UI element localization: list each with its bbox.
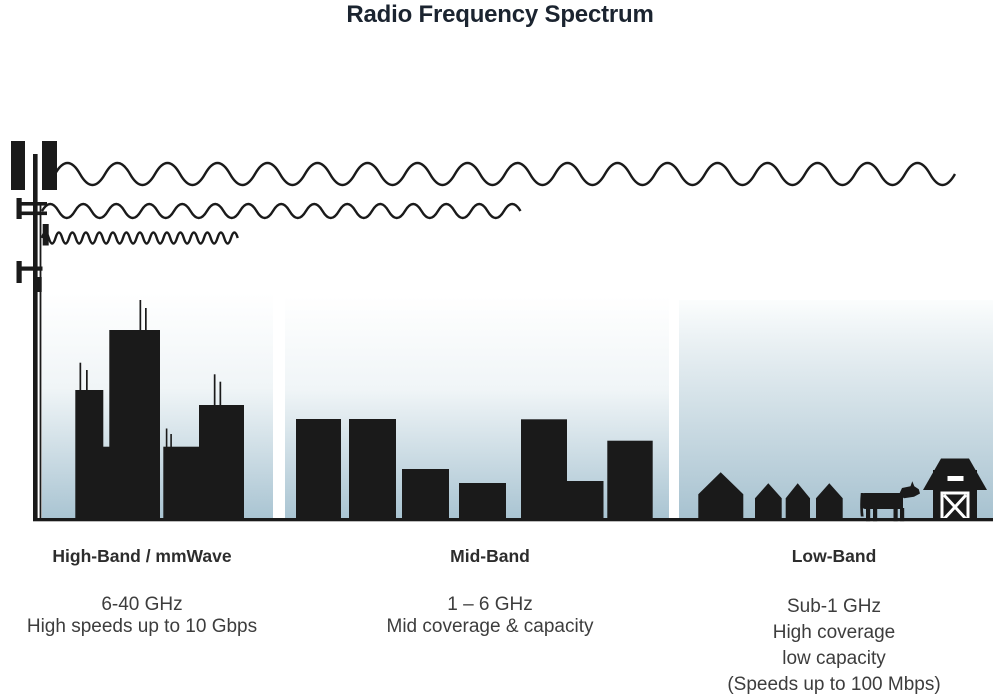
cow-leg: [866, 508, 871, 522]
skyscrapers-illustration: [75, 300, 244, 521]
barn-door-crossbuck: [942, 493, 968, 521]
tower-stub: [37, 277, 42, 292]
low-band-frequency: Sub-1 GHz: [787, 596, 881, 617]
houses-illustration: [698, 472, 843, 520]
building: [163, 446, 199, 521]
radio-waves: [40, 161, 957, 245]
medium-wavelength-wave-icon: [40, 202, 522, 220]
rooftop-antenna: [79, 362, 82, 391]
building: [199, 405, 244, 520]
high-band-caption: High-Band / mmWave 6-40 GHz High speeds …: [10, 547, 274, 638]
low-band-speed: (Speeds up to 100 Mbps): [727, 674, 941, 695]
building: [296, 419, 341, 521]
rooftop-antenna: [170, 434, 172, 448]
cow-head: [899, 481, 920, 499]
tower-side-antenna: [16, 261, 22, 283]
low-band-coverage: High coverage: [772, 622, 896, 643]
rooftop-antenna: [139, 300, 142, 331]
tower-mast-line: [39, 205, 42, 520]
cow-leg: [900, 508, 905, 522]
building: [75, 390, 104, 520]
tower-side-antenna: [16, 198, 22, 219]
long-wavelength-wave-icon: [53, 161, 957, 187]
cow-body: [862, 493, 903, 509]
mid-band-coverage: Mid coverage & capacity: [386, 616, 594, 637]
low-band-details: Sub-1 GHz High coverage low capacity (Sp…: [694, 594, 974, 698]
barn-loft-vent: [947, 476, 964, 481]
cell-tower-icon: [11, 141, 57, 520]
mid-rise-buildings-illustration: [296, 419, 653, 521]
high-band-details: 6-40 GHz High speeds up to 10 Gbps: [10, 594, 274, 638]
short-wavelength-wave-icon: [40, 231, 239, 245]
building: [567, 481, 604, 521]
house: [785, 483, 810, 520]
tower-side-antenna: [42, 224, 49, 246]
tower-antenna-panel: [11, 141, 25, 190]
rooftop-antenna: [86, 370, 88, 391]
cow-leg: [873, 508, 878, 522]
house: [816, 483, 843, 520]
tower-mast: [33, 154, 38, 520]
cow-icon: [860, 481, 920, 522]
rooftop-antenna: [165, 428, 168, 448]
building: [349, 419, 396, 521]
tower-crossbar: [16, 202, 47, 206]
tower-antenna-panel: [42, 141, 57, 190]
building: [607, 440, 653, 521]
barn-icon: [923, 458, 987, 521]
building: [103, 446, 110, 521]
building: [109, 330, 160, 520]
ground-line: [33, 518, 993, 522]
mid-band-label: Mid-Band: [450, 546, 530, 566]
tower-crossbar: [16, 266, 43, 271]
high-band-label: High-Band / mmWave: [52, 546, 232, 566]
rooftop-antenna: [145, 308, 147, 331]
rooftop-antenna: [219, 381, 222, 406]
high-band-speed: High speeds up to 10 Gbps: [26, 616, 258, 637]
house: [755, 483, 782, 520]
mid-band-caption: Mid-Band 1 – 6 GHz Mid coverage & capaci…: [350, 547, 630, 638]
low-band-capacity: low capacity: [782, 648, 886, 669]
cow-leg: [893, 508, 898, 522]
high-band-frequency: 6-40 GHz: [101, 594, 183, 615]
mid-band-details: 1 – 6 GHz Mid coverage & capacity: [350, 594, 630, 638]
cow-tail: [860, 493, 864, 517]
diagram-title: Radio Frequency Spectrum: [346, 1, 654, 28]
tower-crossbar: [16, 211, 47, 216]
rooftop-antenna: [213, 374, 216, 406]
building: [521, 419, 567, 521]
low-band-caption: Low-Band Sub-1 GHz High coverage low cap…: [694, 547, 974, 698]
building: [459, 483, 506, 521]
low-band-label: Low-Band: [791, 546, 877, 566]
building: [402, 469, 449, 521]
barn-roof: [923, 458, 987, 490]
mid-band-frequency: 1 – 6 GHz: [447, 594, 533, 615]
house: [698, 472, 744, 520]
